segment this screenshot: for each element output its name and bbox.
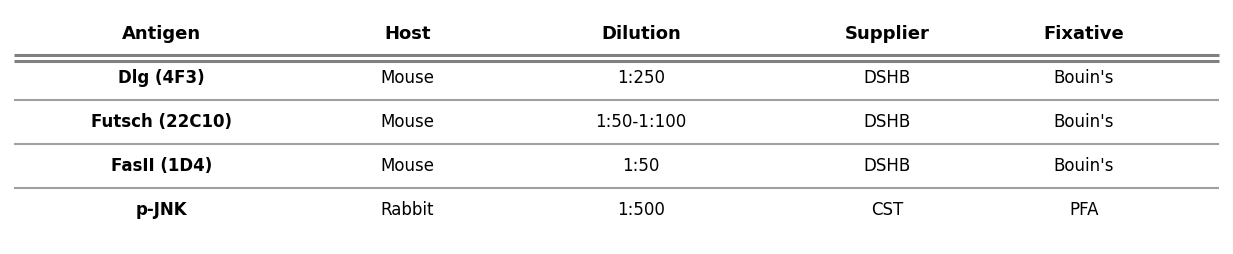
Text: Mouse: Mouse xyxy=(380,113,434,131)
Text: FasII (1D4): FasII (1D4) xyxy=(111,157,212,175)
Text: Fixative: Fixative xyxy=(1043,25,1124,43)
Text: 1:50: 1:50 xyxy=(623,157,660,175)
Text: DSHB: DSHB xyxy=(863,157,911,175)
Text: Bouin's: Bouin's xyxy=(1054,157,1115,175)
Text: Rabbit: Rabbit xyxy=(381,201,434,219)
Text: PFA: PFA xyxy=(1069,201,1099,219)
Text: DSHB: DSHB xyxy=(863,113,911,131)
Text: 1:250: 1:250 xyxy=(616,69,665,87)
Text: Host: Host xyxy=(385,25,430,43)
Text: p-JNK: p-JNK xyxy=(136,201,187,219)
Text: Futsch (22C10): Futsch (22C10) xyxy=(91,113,232,131)
Text: DSHB: DSHB xyxy=(863,69,911,87)
Text: Mouse: Mouse xyxy=(380,157,434,175)
Text: Dilution: Dilution xyxy=(602,25,681,43)
Text: Mouse: Mouse xyxy=(380,69,434,87)
Text: Bouin's: Bouin's xyxy=(1054,69,1115,87)
Text: 1:500: 1:500 xyxy=(618,201,665,219)
Text: 1:50-1:100: 1:50-1:100 xyxy=(596,113,687,131)
Text: CST: CST xyxy=(870,201,904,219)
Text: Supplier: Supplier xyxy=(845,25,930,43)
Text: Bouin's: Bouin's xyxy=(1054,113,1115,131)
Text: Dlg (4F3): Dlg (4F3) xyxy=(118,69,205,87)
Text: Antigen: Antigen xyxy=(122,25,201,43)
